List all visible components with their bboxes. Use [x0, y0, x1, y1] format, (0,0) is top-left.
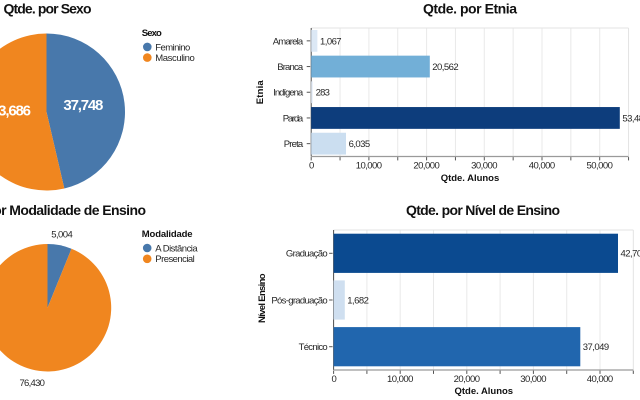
svg-text:Indígena: Indígena: [273, 88, 304, 99]
svg-text:Nível Ensino: Nível Ensino: [257, 273, 268, 323]
svg-text:1,682: 1,682: [347, 295, 369, 306]
svg-text:20,000: 20,000: [454, 374, 480, 385]
svg-text:0: 0: [309, 161, 314, 172]
svg-text:Parda: Parda: [283, 113, 304, 124]
svg-text:Qtde. Alunos: Qtde. Alunos: [441, 173, 500, 184]
svg-text:Qtde. por Sexo: Qtde. por Sexo: [4, 1, 92, 17]
svg-text:10,000: 10,000: [387, 374, 413, 385]
svg-text:Sexo: Sexo: [142, 28, 162, 39]
svg-text:Modalidade: Modalidade: [142, 229, 193, 240]
svg-text:Preta: Preta: [284, 139, 304, 150]
svg-text:40,000: 40,000: [587, 374, 613, 385]
svg-text:40,000: 40,000: [529, 161, 555, 172]
svg-text:Qtde. por Nível de Ensino: Qtde. por Nível de Ensino: [406, 202, 560, 218]
svg-text:Feminino: Feminino: [155, 42, 190, 53]
svg-text:283: 283: [316, 88, 330, 99]
svg-text:Graduação: Graduação: [286, 249, 328, 260]
svg-text:50,000: 50,000: [587, 161, 613, 172]
svg-text:Etnia: Etnia: [255, 80, 266, 105]
svg-text:Qtde. por Modalidade de Ensino: Qtde. por Modalidade de Ensino: [0, 202, 146, 218]
svg-text:76,430: 76,430: [19, 378, 45, 389]
svg-text:Amarela: Amarela: [273, 36, 304, 47]
svg-text:20,562: 20,562: [432, 62, 458, 73]
svg-text:10,000: 10,000: [356, 161, 382, 172]
svg-text:A Distância: A Distância: [155, 243, 198, 254]
svg-text:30,000: 30,000: [520, 374, 546, 385]
svg-text:37,748: 37,748: [63, 97, 103, 114]
svg-text:53,487: 53,487: [622, 113, 640, 124]
svg-text:Presencial: Presencial: [155, 254, 195, 265]
svg-text:Qtde. por Etnia: Qtde. por Etnia: [423, 1, 517, 17]
svg-text:0: 0: [331, 374, 336, 385]
svg-text:20,000: 20,000: [413, 161, 439, 172]
svg-text:5,004: 5,004: [51, 230, 73, 241]
svg-text:42,703: 42,703: [621, 249, 640, 260]
svg-text:6,035: 6,035: [349, 139, 371, 150]
svg-text:37,049: 37,049: [583, 342, 609, 353]
svg-text:Pós-graduação: Pós-graduação: [271, 295, 327, 306]
svg-text:Masculino: Masculino: [155, 53, 195, 64]
svg-text:30,000: 30,000: [471, 161, 497, 172]
svg-text:Branca: Branca: [277, 62, 304, 73]
svg-text:Qtde. Alunos: Qtde. Alunos: [455, 386, 514, 397]
svg-text:1,067: 1,067: [320, 36, 342, 47]
svg-text:43,686: 43,686: [0, 102, 31, 119]
svg-text:Técnico: Técnico: [299, 342, 328, 353]
